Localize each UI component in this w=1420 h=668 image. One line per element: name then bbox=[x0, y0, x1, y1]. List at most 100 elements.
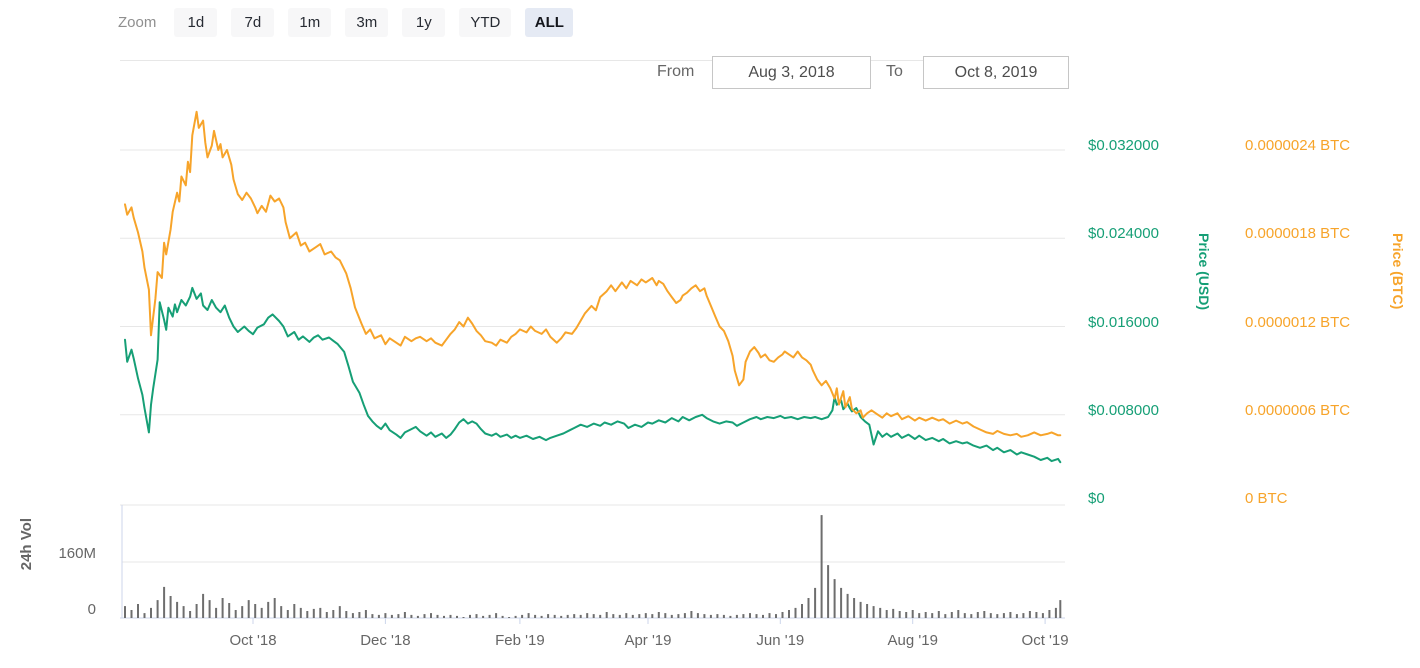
volume-bar bbox=[228, 603, 231, 618]
volume-bar bbox=[664, 613, 667, 618]
volume-bar bbox=[332, 610, 335, 618]
volume-bar bbox=[371, 614, 374, 618]
zoom-button-all[interactable]: ALL bbox=[525, 8, 574, 37]
volume-bar bbox=[260, 607, 263, 618]
usd-axis-title: Price (USD) bbox=[1196, 233, 1212, 311]
zoom-button-7d[interactable]: 7d bbox=[231, 8, 275, 37]
zoom-button-1m[interactable]: 1m bbox=[288, 8, 332, 37]
volume-bar bbox=[677, 614, 680, 618]
usd-axis-label: $0.016000 bbox=[1088, 313, 1159, 331]
volume-bar bbox=[651, 614, 654, 618]
volume-bar bbox=[202, 593, 205, 618]
volume-bar bbox=[788, 610, 790, 618]
from-date-input[interactable] bbox=[712, 56, 871, 89]
x-axis-label: Oct '19 bbox=[1021, 632, 1069, 649]
volume-bar bbox=[521, 614, 524, 618]
volume-bar bbox=[508, 617, 511, 618]
volume-bar bbox=[482, 615, 485, 618]
volume-bar bbox=[1059, 600, 1062, 618]
vol-axis-label-160m: 160M bbox=[58, 545, 96, 562]
volume-bar bbox=[358, 612, 361, 618]
volume-bar bbox=[312, 608, 315, 618]
volume-bar bbox=[430, 613, 432, 618]
volume-bar bbox=[735, 614, 738, 618]
x-axis-label: Feb '19 bbox=[495, 632, 545, 649]
volume-bar bbox=[130, 610, 133, 618]
zoom-button-3m[interactable]: 3m bbox=[345, 8, 389, 37]
volume-bar bbox=[892, 608, 895, 618]
volume-bar bbox=[781, 612, 784, 618]
volume-bar bbox=[124, 606, 126, 618]
volume-bar bbox=[1041, 613, 1044, 618]
volume-bar bbox=[319, 607, 322, 618]
volume-bar bbox=[156, 600, 159, 618]
volume-bar bbox=[560, 615, 563, 618]
to-date-input[interactable] bbox=[923, 56, 1069, 89]
volume-bar bbox=[540, 615, 543, 618]
volume-bar bbox=[566, 614, 569, 618]
volume-bar bbox=[254, 604, 257, 618]
x-axis-label: Apr '19 bbox=[624, 632, 672, 649]
zoom-button-ytd[interactable]: YTD bbox=[459, 8, 512, 37]
from-label: From bbox=[657, 63, 695, 80]
volume-bar bbox=[1054, 607, 1057, 618]
zoom-buttons: 1d 7d 1m 3m 1y YTD ALL bbox=[174, 8, 574, 37]
volume-bar bbox=[729, 615, 732, 618]
volume-bar bbox=[898, 611, 901, 618]
volume-bar bbox=[924, 612, 927, 618]
volume-bar bbox=[957, 610, 960, 618]
volume-bar bbox=[879, 607, 882, 618]
volume-bar bbox=[534, 614, 537, 618]
volume-bar bbox=[963, 613, 966, 618]
volume-bar bbox=[293, 604, 296, 618]
volume-bar bbox=[527, 613, 530, 618]
zoom-toolbar: Zoom 1d 7d 1m 3m 1y YTD ALL bbox=[118, 8, 574, 37]
volume-bar bbox=[182, 606, 185, 618]
volume-bar bbox=[1002, 613, 1005, 618]
volume-bar bbox=[443, 615, 445, 618]
volume-bar bbox=[384, 613, 387, 618]
btc-axis-title: Price (BTC) bbox=[1390, 233, 1406, 310]
btc-axis-label: 0.0000018 BTC bbox=[1245, 225, 1351, 243]
volume-bar bbox=[377, 614, 380, 618]
volume-bar bbox=[306, 611, 309, 618]
volume-bar bbox=[644, 613, 647, 618]
volume-bar bbox=[195, 604, 198, 618]
volume-bar bbox=[944, 614, 947, 618]
volume-bar bbox=[423, 614, 426, 618]
volume-bar bbox=[670, 614, 673, 618]
volume-bar bbox=[215, 607, 218, 618]
volume-bar bbox=[273, 598, 276, 618]
volume-bar bbox=[755, 614, 758, 618]
volume-bar bbox=[859, 601, 862, 618]
volume-bar bbox=[625, 613, 628, 618]
volume-bar bbox=[176, 601, 179, 618]
volume-bar bbox=[325, 612, 328, 618]
volume-bar bbox=[775, 614, 777, 618]
volume-bar bbox=[286, 610, 289, 618]
usd-axis-label: $0.024000 bbox=[1088, 225, 1159, 243]
volume-bar bbox=[247, 600, 250, 618]
volume-bar bbox=[449, 614, 452, 618]
volume-bar bbox=[514, 615, 517, 618]
volume-bar bbox=[1015, 614, 1018, 618]
volume-bar bbox=[937, 611, 940, 618]
volume-bar bbox=[475, 614, 478, 618]
volume-bar bbox=[683, 613, 686, 618]
zoom-button-1d[interactable]: 1d bbox=[174, 8, 218, 37]
volume-bar bbox=[840, 587, 843, 618]
volume-bar bbox=[703, 614, 706, 618]
volume-bar bbox=[905, 612, 908, 618]
btc-axis-label: 0 BTC bbox=[1245, 490, 1288, 507]
volume-bar bbox=[436, 614, 439, 618]
volume-bar bbox=[351, 613, 354, 618]
volume-bar bbox=[814, 587, 817, 618]
volume-bar bbox=[1028, 611, 1031, 618]
usd-price-line bbox=[124, 286, 1062, 464]
zoom-button-1y[interactable]: 1y bbox=[402, 8, 446, 37]
volume-bar bbox=[872, 606, 875, 618]
volume-bar bbox=[885, 610, 888, 618]
volume-bar bbox=[911, 610, 914, 618]
volume-bar bbox=[950, 612, 953, 618]
